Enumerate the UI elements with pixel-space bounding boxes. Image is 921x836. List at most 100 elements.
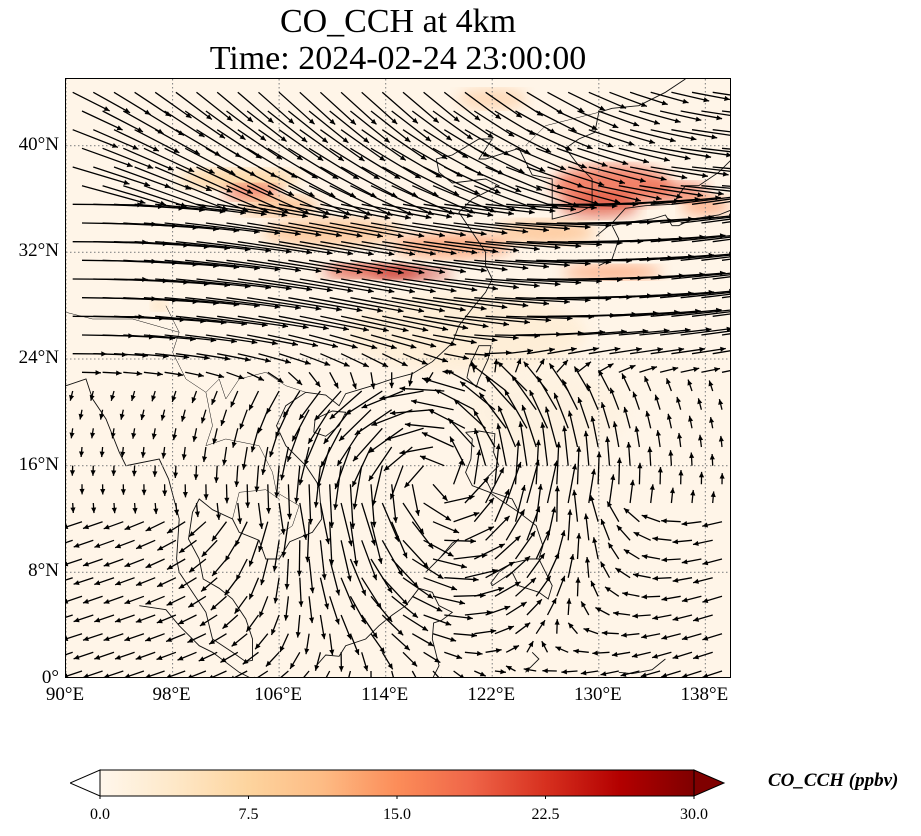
wind-vector-540 xyxy=(643,375,652,392)
wind-vector-945 xyxy=(432,633,457,642)
wind-vector-900 xyxy=(135,614,156,623)
wind-vector-125 xyxy=(680,147,730,158)
wind-vector-755 xyxy=(473,497,495,523)
wind-vector-42 xyxy=(287,110,329,144)
wind-vector-724 xyxy=(485,467,505,504)
wind-vector-332 xyxy=(320,278,395,294)
wind-vector-677 xyxy=(182,484,188,498)
wind-vector-111 xyxy=(391,147,442,179)
wind-vector-886 xyxy=(535,575,552,597)
wind-vector-517 xyxy=(171,390,177,403)
wind-vector-769 xyxy=(73,539,94,548)
wind-vector-925 xyxy=(652,614,672,621)
wind-vector-49 xyxy=(432,110,473,140)
wind-vector-712 xyxy=(237,502,243,524)
colorbar-label: CO_CCH (ppbv) xyxy=(768,770,899,791)
wind-vector-817 xyxy=(432,558,467,569)
map-title-variable: CO_CCH at 4km xyxy=(279,3,517,40)
wind-vector-254 xyxy=(701,218,730,224)
wind-vector-512 xyxy=(69,390,75,401)
wind-vector-811 xyxy=(308,558,315,594)
wind-vector-928 xyxy=(66,633,83,641)
wind-vector-658 xyxy=(419,455,445,467)
wind-vector-612 xyxy=(161,446,167,459)
wind-vector-924 xyxy=(632,613,651,619)
wind-vector-715 xyxy=(299,502,308,541)
wind-vector-39 xyxy=(226,110,267,142)
wind-vector-277 xyxy=(506,241,582,249)
wind-vector-598 xyxy=(504,389,528,429)
wind-vector-786 xyxy=(444,538,476,544)
wind-vector-330 xyxy=(278,278,354,293)
map-panel xyxy=(65,78,731,678)
wind-vector-631 xyxy=(544,406,558,448)
wind-vector-108 xyxy=(329,147,380,180)
wind-vector-923 xyxy=(613,611,631,616)
wind-vector-613 xyxy=(181,446,187,460)
wind-vector-1009 xyxy=(432,670,442,677)
wind-vector-223 xyxy=(712,200,730,205)
wind-vector-962 xyxy=(94,651,115,660)
wind-vector-189 xyxy=(680,185,730,192)
wind-vector-185 xyxy=(597,185,662,201)
wind-vector-549 xyxy=(180,409,186,422)
wind-vector-561 xyxy=(389,409,434,416)
wind-vector-662 xyxy=(518,421,528,466)
wind-vector-799 xyxy=(692,539,713,546)
wind-vector-434 xyxy=(453,334,498,343)
wind-vector-466 xyxy=(444,353,469,360)
wind-vector-678 xyxy=(203,484,209,500)
lon-label: 114°E xyxy=(361,684,409,705)
wind-vector-725 xyxy=(505,461,522,504)
wind-vector-949 xyxy=(515,622,531,635)
wind-vector-903 xyxy=(199,614,218,627)
wind-vector-826 xyxy=(607,542,620,560)
wind-vector-580 xyxy=(151,428,157,440)
wind-vector-341 xyxy=(506,278,582,285)
border-3 xyxy=(66,312,180,333)
wind-vector-896 xyxy=(66,614,73,618)
wind-vector-833 xyxy=(73,577,94,585)
wind-vector-674 xyxy=(120,484,126,495)
wind-vector-552 xyxy=(239,409,248,430)
wind-vector-999 xyxy=(209,670,227,677)
wind-vector-649 xyxy=(254,465,260,493)
wind-vector-917 xyxy=(505,601,527,616)
wind-vector-670 xyxy=(689,452,695,466)
wind-vector-133 xyxy=(175,166,233,193)
wind-vector-207 xyxy=(382,203,453,219)
wind-vector-148 xyxy=(485,166,543,191)
wind-vector-990 xyxy=(672,651,693,660)
wind-vector-806 xyxy=(188,558,207,573)
wind-vector-496 xyxy=(408,372,414,387)
wind-vector-199 xyxy=(217,203,288,218)
wind-vector-106 xyxy=(288,147,339,180)
wind-vector-966 xyxy=(177,651,197,661)
border-2 xyxy=(232,489,280,520)
wind-vector-956 xyxy=(641,633,661,639)
wind-vector-211 xyxy=(464,203,535,215)
wind-vector-401 xyxy=(423,315,489,329)
wind-vector-17 xyxy=(423,91,460,123)
wind-vector-287 xyxy=(712,238,730,243)
wind-vector-107 xyxy=(308,147,360,180)
wind-vector-812 xyxy=(329,558,341,596)
wind-vector-1004 xyxy=(325,670,331,677)
wind-vector-593 xyxy=(385,427,424,441)
wind-vector-8 xyxy=(237,91,274,124)
wind-vector-676 xyxy=(162,484,168,497)
wind-vector-985 xyxy=(573,648,589,654)
wind-vector-456 xyxy=(237,353,271,363)
wind-vector-935 xyxy=(208,633,227,645)
wind-vector-587 xyxy=(286,428,301,463)
wind-vector-72 xyxy=(237,129,283,160)
wind-vector-137 xyxy=(258,166,315,197)
wind-vector-63 xyxy=(721,110,730,113)
wind-vector-232 xyxy=(247,222,322,237)
colorbar-tick-label: 15.0 xyxy=(383,806,411,823)
wind-vector-813 xyxy=(349,558,367,596)
wind-vector-46 xyxy=(370,110,411,143)
wind-vector-415 xyxy=(712,313,730,317)
wind-vector-488 xyxy=(246,371,265,382)
wind-vector-511 xyxy=(721,370,730,373)
